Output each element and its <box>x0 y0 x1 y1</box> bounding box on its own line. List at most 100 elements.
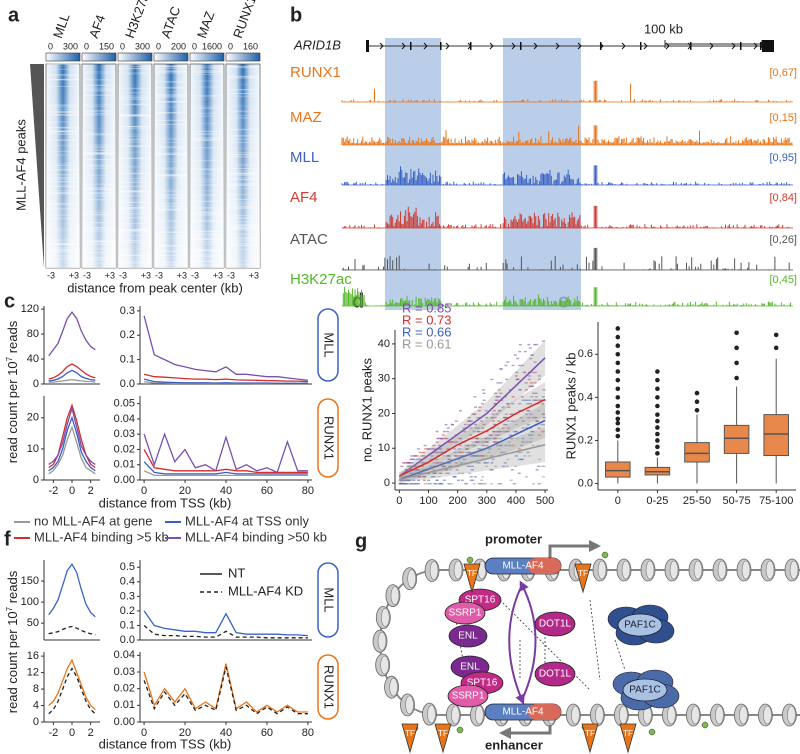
confidence-band <box>399 340 546 480</box>
scatter-dash <box>530 396 534 398</box>
y-tick-label: 0.04 <box>114 649 135 661</box>
trend-line <box>399 398 546 477</box>
scatter-dash <box>467 472 471 475</box>
x-tick-label: -3 <box>47 270 55 280</box>
scatter-dash <box>406 479 410 481</box>
node-label: TF <box>578 569 588 578</box>
scatter-dash <box>506 403 510 405</box>
scatter-dash <box>459 451 463 454</box>
scatter-dash <box>525 441 529 443</box>
x-tick-label: 0 <box>69 727 75 739</box>
scatter-dash <box>527 399 531 401</box>
exon <box>410 42 412 50</box>
y-tick-label: 0.2 <box>120 329 135 341</box>
scatter-dash <box>529 441 533 443</box>
scatter-dash <box>530 434 534 436</box>
x-tick-label: 20 <box>179 485 191 497</box>
scatter-dash <box>448 483 452 485</box>
y-tick-label: 0.1 <box>120 354 135 366</box>
scatter-dash <box>470 444 474 447</box>
scatter-dash <box>471 437 475 440</box>
scatter-dash <box>524 389 528 391</box>
scatter-dash <box>463 444 467 447</box>
y-tick-label: 0.03 <box>114 666 135 678</box>
scatter-dash <box>458 437 462 440</box>
scatter-dash <box>511 396 515 398</box>
y-tick-label: 0.00 <box>114 474 135 486</box>
x-tick-label: 60 <box>261 485 273 497</box>
scatter-dash <box>514 430 518 433</box>
scatter-dash <box>423 462 427 464</box>
exon <box>440 42 442 50</box>
scatter-dash <box>516 437 520 440</box>
outlier <box>655 431 660 437</box>
y-tick-label: 30 <box>378 373 390 385</box>
strand-arrow <box>731 42 736 50</box>
scatter-dash <box>435 430 439 433</box>
y-tick-label: 0.00 <box>114 716 135 728</box>
scatter-dash <box>435 479 439 481</box>
strand-arrow <box>643 42 648 50</box>
confidence-band <box>399 427 546 484</box>
scatter-dash <box>508 444 512 447</box>
scatter-dash <box>527 410 531 412</box>
series-line <box>143 666 308 715</box>
scatter-dash <box>466 444 470 447</box>
scatter-dash <box>429 465 433 468</box>
histone-mark <box>701 721 709 729</box>
scatter-dash <box>437 437 441 440</box>
y-tick-label: 0 <box>33 474 39 486</box>
scatter-dash <box>510 469 514 471</box>
enhancer-arrow <box>499 725 552 739</box>
series-line <box>48 378 96 383</box>
node-shade <box>528 558 561 574</box>
y-tick-label: 0.5 <box>120 561 135 573</box>
exon <box>760 42 762 50</box>
scatter-dash <box>493 441 497 443</box>
scatter-dash <box>398 483 402 485</box>
outlier <box>655 403 660 409</box>
scatter-dash <box>529 437 533 440</box>
scatter-dash <box>471 479 475 481</box>
scatter-dash <box>446 472 450 475</box>
scatter-dash <box>402 483 406 485</box>
series-line <box>48 415 96 472</box>
outlier <box>615 427 621 432</box>
correlation-label: R = 0.61 <box>402 336 452 351</box>
scatter-dash <box>459 455 463 457</box>
y-label: MLL-AF4 peaks <box>13 119 28 211</box>
scatter-dash <box>529 357 533 360</box>
scatter-dash <box>531 392 535 395</box>
histone-mark <box>648 728 656 736</box>
scatter-dash <box>437 476 441 478</box>
series-line <box>143 461 308 475</box>
scatter-dash <box>517 448 521 450</box>
scatter-dash <box>507 441 511 443</box>
x-tick-label: -3 <box>119 270 127 280</box>
scatter-dash <box>533 382 537 384</box>
scatter-dash <box>506 458 510 461</box>
outlier <box>615 395 621 400</box>
scatter-dash <box>503 423 507 426</box>
scatter-dash <box>541 423 545 426</box>
loop-arrow <box>508 584 525 705</box>
outlier <box>655 418 660 424</box>
scatter-dash <box>420 465 424 468</box>
scatter-dash <box>525 413 529 415</box>
scatter-dash <box>470 469 474 471</box>
scatter-dash <box>510 437 514 440</box>
scale-min: 0 <box>48 41 53 51</box>
scatter-dash <box>485 455 489 457</box>
series-line <box>143 625 308 639</box>
scatter-dash <box>429 458 433 461</box>
scatter-dash <box>517 451 521 454</box>
x-tick-label: 0 <box>396 495 402 507</box>
x-tick-label: 100 <box>419 495 437 507</box>
scatter-dash <box>444 469 448 471</box>
scatter-dash <box>520 396 524 398</box>
track-signal <box>341 125 793 145</box>
series-line <box>143 470 308 477</box>
scatter-dash <box>419 476 423 478</box>
scatter-dash <box>481 427 485 429</box>
x-tick-label: +3 <box>69 270 79 280</box>
